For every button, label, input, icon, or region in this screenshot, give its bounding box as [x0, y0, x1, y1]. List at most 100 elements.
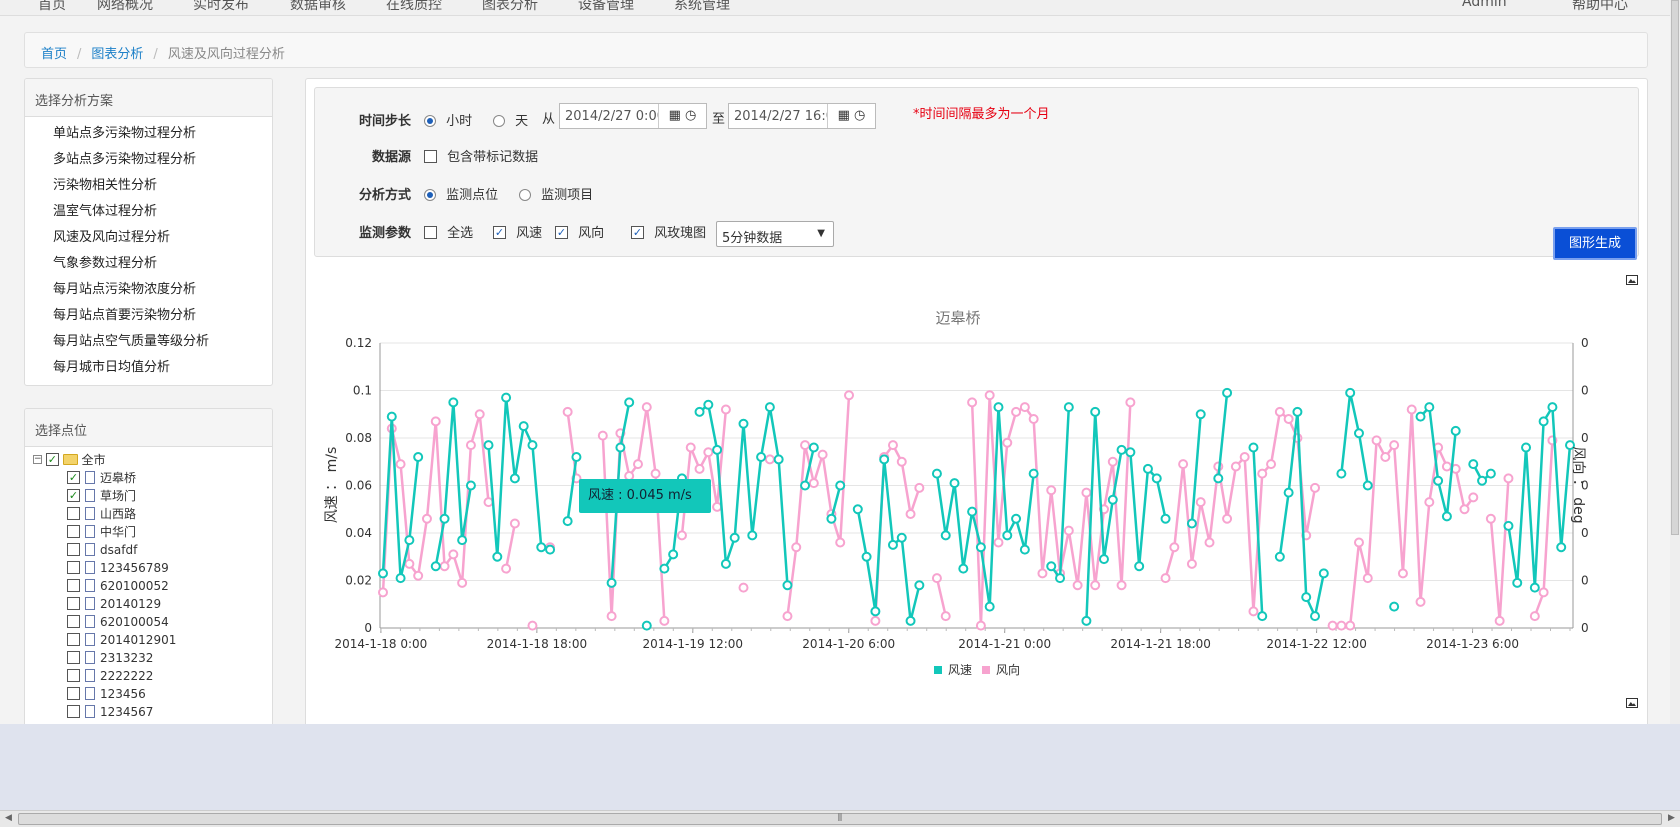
- root-checkbox[interactable]: [45, 453, 59, 466]
- include-flagged-label[interactable]: 包含带标记数据: [447, 150, 539, 165]
- site-checkbox[interactable]: [67, 597, 80, 610]
- nav-devices[interactable]: 设备管理: [578, 0, 634, 13]
- plan-item[interactable]: 风速及风向过程分析: [53, 230, 171, 245]
- vertical-scrollbar[interactable]: [1670, 0, 1680, 724]
- image-export-icon[interactable]: [1626, 698, 1638, 708]
- nav-user[interactable]: Admin: [1462, 0, 1507, 10]
- wind-rose-label[interactable]: 风玫瑰图: [654, 226, 707, 241]
- site-label[interactable]: 1234567: [100, 705, 154, 719]
- site-checkbox[interactable]: [67, 705, 80, 718]
- calendar-icon[interactable]: ▦: [837, 108, 850, 123]
- site-checkbox[interactable]: [67, 687, 80, 700]
- generate-button[interactable]: 图形生成: [1553, 227, 1637, 260]
- by-site-radio[interactable]: [424, 188, 436, 201]
- site-checkbox[interactable]: [67, 471, 80, 484]
- site-checkbox[interactable]: [67, 489, 80, 502]
- wind-dir-point: [1371, 435, 1382, 446]
- end-date-value: 2014/2/27 16:00: [734, 109, 843, 124]
- select-all-label[interactable]: 全选: [447, 226, 474, 241]
- nav-help[interactable]: 帮助中心: [1572, 0, 1628, 13]
- site-label[interactable]: 620100054: [100, 615, 169, 629]
- end-date-input[interactable]: 2014/2/27 16:00 ▦ ◷: [728, 103, 876, 129]
- breadcrumb-home[interactable]: 首页: [41, 47, 68, 62]
- start-date-input[interactable]: 2014/2/27 0:00 ▦ ◷: [559, 103, 707, 129]
- wind-rose-checkbox[interactable]: [631, 226, 644, 239]
- clock-icon[interactable]: ◷: [854, 108, 866, 123]
- site-label[interactable]: 2014012901: [100, 633, 177, 647]
- site-checkbox[interactable]: [67, 669, 80, 682]
- site-label[interactable]: 620100052: [100, 579, 169, 593]
- plan-item[interactable]: 每月城市日均值分析: [53, 360, 171, 375]
- nav-system[interactable]: 系统管理: [674, 0, 730, 13]
- calendar-icon[interactable]: ▦: [668, 108, 681, 123]
- wind-speed-checkbox[interactable]: [493, 226, 506, 239]
- scroll-right-icon[interactable]: ▶: [1668, 813, 1675, 823]
- wind-speed-label[interactable]: 风速: [516, 226, 543, 241]
- plan-item[interactable]: 污染物相关性分析: [53, 178, 158, 193]
- wind-speed-point: [378, 568, 388, 579]
- select-all-checkbox[interactable]: [424, 226, 437, 239]
- site-checkbox[interactable]: [67, 579, 80, 592]
- include-flagged-checkbox[interactable]: [424, 150, 437, 163]
- wind-dir-point: [1380, 452, 1391, 462]
- nav-network[interactable]: 网络概况: [97, 0, 153, 13]
- plan-item[interactable]: 多站点多污染物过程分析: [53, 152, 197, 167]
- interval-select[interactable]: 5分钟数据 ▼: [716, 221, 834, 247]
- site-checkbox[interactable]: [67, 561, 80, 574]
- plan-item[interactable]: 气象参数过程分析: [53, 256, 158, 271]
- day-radio[interactable]: [493, 114, 505, 127]
- nav-home[interactable]: 首页: [38, 0, 66, 13]
- horizontal-scrollbar[interactable]: ◀ ⦀ ▶: [0, 810, 1680, 827]
- image-export-icon[interactable]: [1626, 275, 1638, 285]
- clock-icon[interactable]: ◷: [685, 108, 697, 123]
- site-label[interactable]: 迈皋桥: [100, 471, 137, 485]
- wind-speed-point: [1538, 416, 1549, 427]
- scroll-left-icon[interactable]: ◀: [5, 813, 12, 823]
- wind-speed-point: [1160, 513, 1171, 524]
- plan-item[interactable]: 每月站点污染物浓度分析: [53, 282, 197, 297]
- site-checkbox[interactable]: [67, 507, 80, 520]
- site-label[interactable]: 草场门: [100, 489, 137, 503]
- day-label[interactable]: 天: [515, 114, 529, 129]
- plan-item[interactable]: 温室气体过程分析: [53, 204, 158, 219]
- site-label[interactable]: 123456: [100, 687, 146, 701]
- by-site-label[interactable]: 监测点位: [446, 188, 499, 203]
- wind-speed-point: [835, 480, 846, 491]
- plan-item[interactable]: 每月站点首要污染物分析: [53, 308, 197, 323]
- source-label: 数据源: [371, 150, 411, 165]
- site-checkbox[interactable]: [67, 615, 80, 628]
- x-tick-label: 2014-1-18 18:00: [487, 637, 588, 651]
- by-item-label[interactable]: 监测项目: [541, 188, 594, 203]
- plan-item[interactable]: 每月站点空气质量等级分析: [53, 334, 210, 349]
- plan-item[interactable]: 单站点多污染物过程分析: [53, 126, 197, 141]
- nav-qc[interactable]: 在线质控: [386, 0, 442, 13]
- nav-audit[interactable]: 数据审核: [290, 0, 346, 13]
- wind-dir-point: [650, 468, 661, 479]
- nav-charts[interactable]: 图表分析: [482, 0, 538, 13]
- nav-realtime[interactable]: 实时发布: [193, 0, 249, 13]
- site-label[interactable]: 2222222: [100, 669, 154, 683]
- collapse-icon[interactable]: −: [33, 454, 42, 464]
- by-item-radio[interactable]: [519, 188, 531, 201]
- site-checkbox[interactable]: [67, 543, 80, 556]
- hour-radio[interactable]: [424, 114, 436, 127]
- site-checkbox[interactable]: [67, 651, 80, 664]
- wind-dir-label[interactable]: 风向: [578, 226, 605, 241]
- site-label[interactable]: 20140129: [100, 597, 162, 611]
- site-label[interactable]: 123456789: [100, 561, 169, 575]
- site-label[interactable]: 2313232: [100, 651, 154, 665]
- wind-speed-point: [606, 577, 617, 588]
- wind-dir-point: [1397, 568, 1408, 579]
- site-label[interactable]: 中华门: [100, 525, 137, 539]
- vertical-scroll-thumb[interactable]: [1671, 0, 1679, 535]
- site-checkbox[interactable]: [67, 633, 80, 646]
- breadcrumb-section[interactable]: 图表分析: [91, 47, 144, 62]
- wind-dir-checkbox[interactable]: [555, 226, 568, 239]
- horizontal-scroll-thumb[interactable]: ⦀: [18, 813, 1662, 825]
- site-label[interactable]: 山西路: [100, 507, 137, 521]
- site-checkbox[interactable]: [67, 525, 80, 538]
- wind-dir-point: [430, 416, 441, 427]
- tree-root-label[interactable]: 全市: [81, 453, 106, 467]
- hour-label[interactable]: 小时: [446, 114, 473, 129]
- site-label[interactable]: dsafdf: [100, 543, 138, 557]
